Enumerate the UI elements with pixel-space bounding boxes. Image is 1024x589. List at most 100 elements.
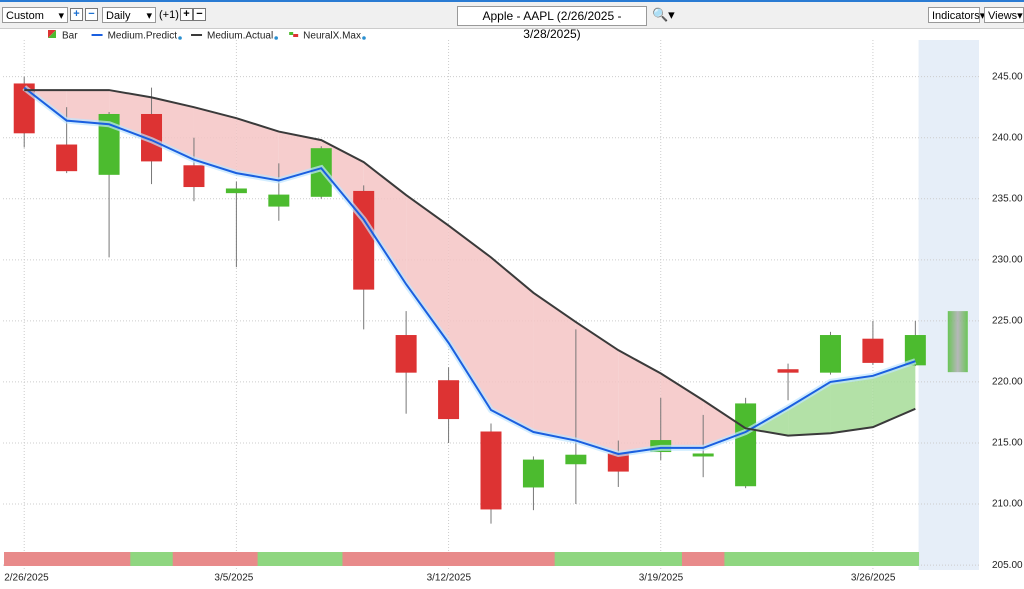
candle-body — [522, 459, 544, 488]
y-tick-label: 245.00 — [992, 71, 1023, 82]
spread-fill — [830, 375, 873, 434]
legend-icon — [48, 30, 56, 38]
neuralx-segment — [766, 552, 810, 566]
candle-body — [862, 338, 884, 363]
candle-body — [819, 335, 841, 373]
y-tick-label: 240.00 — [992, 132, 1023, 143]
spread-fill — [660, 373, 704, 448]
indicators-btn[interactable]: Indicators▾ — [928, 7, 985, 23]
y-tick-label: 235.00 — [992, 193, 1023, 204]
legend-dot — [178, 36, 182, 40]
zoom-out[interactable]: − — [85, 8, 98, 21]
neuralx-segment — [87, 552, 131, 566]
candle-body — [904, 335, 926, 366]
candle-body — [13, 83, 35, 134]
neuralx-segment — [257, 552, 301, 566]
candle-body — [735, 403, 757, 487]
legend-label: NeuralX.Max — [303, 31, 361, 42]
neuralx-segment — [45, 552, 89, 566]
candle-body — [480, 431, 502, 510]
neuralx-segment — [639, 552, 683, 566]
neuralx-segment — [894, 552, 920, 566]
candle-body — [353, 190, 375, 290]
offset-plus[interactable]: + — [180, 8, 193, 21]
spread-fill — [788, 381, 831, 436]
y-tick-label: 205.00 — [992, 560, 1023, 571]
x-tick-label: 2/26/2025 — [4, 573, 49, 584]
candle-body — [268, 194, 290, 207]
neuralx-segment — [427, 552, 471, 566]
views-btn[interactable]: Views▾ — [984, 7, 1024, 23]
y-tick-label: 215.00 — [992, 438, 1023, 449]
line — [24, 89, 916, 437]
candle-body — [565, 454, 587, 465]
candle-body — [56, 144, 78, 172]
spread-fill — [193, 107, 237, 174]
symbol[interactable]: Apple - AAPL (2/26/2025 - 3/28/2025) — [457, 6, 647, 41]
period-select[interactable]: Custom ▾ — [2, 7, 68, 23]
candle-body — [395, 335, 417, 373]
x-tick-label: 3/12/2025 — [427, 573, 472, 584]
y-tick-label: 220.00 — [992, 377, 1023, 388]
interval: Daily — [106, 10, 131, 22]
candle-body — [692, 453, 714, 457]
neuralx-segment — [215, 552, 259, 566]
spread-fill — [236, 118, 279, 181]
search[interactable]: 🔍▾ — [652, 7, 675, 22]
neuralx-segment — [342, 552, 386, 566]
x-tick-label: 3/26/2025 — [851, 573, 896, 584]
spread-fill — [491, 257, 534, 433]
spread-fill — [363, 162, 407, 285]
legend-label: Medium.Actual — [207, 31, 273, 42]
interval-select[interactable]: Daily ▾ — [102, 7, 156, 23]
period: Custom — [6, 10, 44, 22]
zoom-in[interactable]: + — [70, 8, 83, 21]
y-tick-label: 225.00 — [992, 316, 1023, 327]
candle-body — [225, 188, 247, 194]
legend-label: Medium.Predict — [108, 31, 178, 42]
candle-body — [183, 165, 205, 188]
spread-fill — [66, 90, 110, 125]
spread-fill — [321, 140, 364, 220]
candle-body — [777, 369, 799, 373]
neuralx-segment — [554, 552, 598, 566]
spread-fill — [533, 292, 576, 441]
neuralx-segment — [724, 552, 768, 566]
legend-icon — [289, 32, 294, 35]
neuralx-segment — [384, 552, 428, 566]
symbol-text: Apple - AAPL (2/26/2025 - 3/28/2025) — [482, 9, 622, 41]
toolbar: Custom ▾ + − Daily ▾ (+1) + − Apple - AAPL… — [0, 0, 1024, 41]
neuralx-segment — [130, 552, 174, 566]
indicators: Indicators — [932, 10, 980, 22]
x-tick-label: 3/19/2025 — [639, 573, 684, 584]
spread-fill — [703, 400, 746, 448]
candle-body — [98, 113, 120, 175]
legend-label: Bar — [62, 31, 78, 42]
spread-fill — [448, 225, 491, 411]
spread-fill — [618, 350, 661, 454]
spread-fill — [575, 322, 619, 454]
spread-fill — [406, 195, 449, 343]
offset-minus[interactable]: − — [193, 8, 206, 21]
spread-fill — [872, 361, 916, 428]
y-tick-label: 210.00 — [992, 499, 1023, 510]
candle-body — [438, 380, 460, 420]
line — [23, 86, 916, 456]
legend-dot — [274, 36, 278, 40]
legend-dot — [362, 36, 366, 40]
forecast-box — [947, 311, 968, 373]
views: Views — [988, 10, 1018, 22]
neuralx-segment — [469, 552, 513, 566]
neuralx-segment — [681, 552, 725, 566]
neuralx-segment — [300, 552, 343, 566]
neuralx-segment — [512, 552, 556, 566]
neuralx-segment — [851, 552, 895, 566]
forecast-zone — [918, 40, 979, 570]
x-tick-label: 3/5/2025 — [214, 573, 253, 584]
neuralx-segment — [172, 552, 216, 566]
offset: (+1) — [159, 9, 179, 21]
legend-icon — [293, 34, 299, 37]
neuralx-segment — [4, 552, 46, 566]
